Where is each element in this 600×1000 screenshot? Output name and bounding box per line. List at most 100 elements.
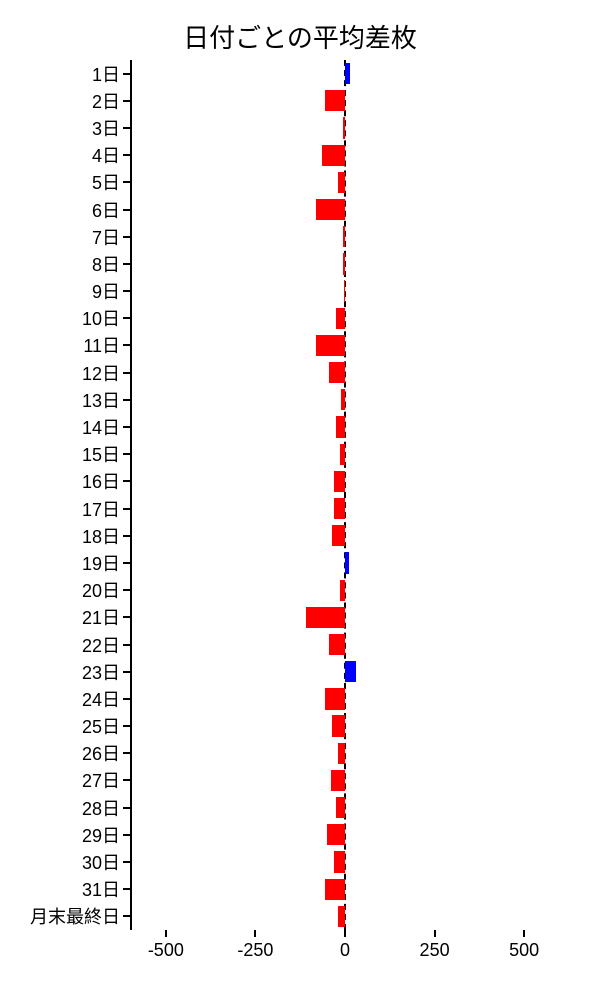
y-axis-label: 1日 bbox=[92, 61, 120, 87]
y-tick bbox=[123, 915, 130, 917]
y-axis-label: 2日 bbox=[92, 88, 120, 114]
y-tick bbox=[123, 453, 130, 455]
y-axis-label: 19日 bbox=[82, 550, 120, 576]
y-tick bbox=[123, 372, 130, 374]
y-axis-label: 15日 bbox=[82, 441, 120, 467]
bar bbox=[325, 90, 345, 111]
x-tick bbox=[254, 930, 256, 937]
y-tick bbox=[123, 399, 130, 401]
bar bbox=[325, 879, 345, 900]
y-tick bbox=[123, 100, 130, 102]
y-axis-label: 24日 bbox=[82, 686, 120, 712]
bar bbox=[338, 743, 345, 764]
bar bbox=[306, 607, 345, 628]
y-tick bbox=[123, 834, 130, 836]
y-tick bbox=[123, 807, 130, 809]
bar bbox=[332, 525, 345, 546]
y-axis-label: 18日 bbox=[82, 523, 120, 549]
y-tick bbox=[123, 698, 130, 700]
x-tick bbox=[165, 930, 167, 937]
y-tick bbox=[123, 589, 130, 591]
bar bbox=[325, 688, 345, 709]
bar bbox=[322, 145, 345, 166]
bar bbox=[338, 172, 345, 193]
x-axis-label: 250 bbox=[420, 940, 450, 961]
bar bbox=[345, 552, 349, 573]
y-axis-label: 7日 bbox=[92, 224, 120, 250]
bar bbox=[334, 851, 345, 872]
y-tick bbox=[123, 426, 130, 428]
bar bbox=[334, 498, 345, 519]
y-tick bbox=[123, 616, 130, 618]
bar bbox=[331, 770, 345, 791]
y-axis-label: 21日 bbox=[82, 604, 120, 630]
y-tick bbox=[123, 290, 130, 292]
y-axis-label: 月末最終日 bbox=[30, 903, 120, 929]
x-axis-label: -500 bbox=[148, 940, 184, 961]
x-tick bbox=[523, 930, 525, 937]
bar bbox=[344, 280, 345, 301]
bar bbox=[343, 226, 345, 247]
bar bbox=[345, 63, 350, 84]
y-axis-label: 13日 bbox=[82, 387, 120, 413]
y-axis-label: 20日 bbox=[82, 577, 120, 603]
y-axis-label: 16日 bbox=[82, 468, 120, 494]
bar bbox=[327, 824, 345, 845]
y-axis-label: 5日 bbox=[92, 169, 120, 195]
y-tick bbox=[123, 263, 130, 265]
chart-title: 日付ごとの平均差枚 bbox=[0, 0, 600, 61]
y-tick bbox=[123, 127, 130, 129]
bar bbox=[340, 580, 345, 601]
y-axis-label: 22日 bbox=[82, 632, 120, 658]
y-axis-label: 10日 bbox=[82, 305, 120, 331]
bar bbox=[332, 715, 345, 736]
y-tick bbox=[123, 317, 130, 319]
y-tick bbox=[123, 671, 130, 673]
y-tick bbox=[123, 752, 130, 754]
y-tick bbox=[123, 73, 130, 75]
plot-area: 1日2日3日4日5日6日7日8日9日10日11日12日13日14日15日16日1… bbox=[130, 60, 560, 930]
bar bbox=[336, 416, 345, 437]
y-axis-label: 29日 bbox=[82, 822, 120, 848]
y-tick bbox=[123, 154, 130, 156]
y-tick bbox=[123, 480, 130, 482]
bar bbox=[336, 308, 345, 329]
y-axis-label: 31日 bbox=[82, 876, 120, 902]
bar bbox=[316, 335, 345, 356]
y-axis-label: 25日 bbox=[82, 713, 120, 739]
y-axis-label: 26日 bbox=[82, 740, 120, 766]
y-axis-line bbox=[130, 60, 132, 930]
y-tick bbox=[123, 644, 130, 646]
x-axis-label: 0 bbox=[340, 940, 350, 961]
x-tick bbox=[344, 930, 346, 937]
y-axis-label: 4日 bbox=[92, 142, 120, 168]
y-tick bbox=[123, 888, 130, 890]
y-axis-label: 28日 bbox=[82, 795, 120, 821]
x-axis-label: -250 bbox=[237, 940, 273, 961]
y-axis-label: 17日 bbox=[82, 496, 120, 522]
y-tick bbox=[123, 535, 130, 537]
bar bbox=[340, 444, 345, 465]
y-tick bbox=[123, 562, 130, 564]
bar bbox=[343, 253, 345, 274]
y-tick bbox=[123, 344, 130, 346]
bar bbox=[316, 199, 345, 220]
y-tick bbox=[123, 779, 130, 781]
y-axis-label: 23日 bbox=[82, 659, 120, 685]
y-tick bbox=[123, 861, 130, 863]
bar bbox=[343, 117, 345, 138]
x-tick bbox=[434, 930, 436, 937]
y-axis-label: 12日 bbox=[82, 360, 120, 386]
bar bbox=[329, 362, 345, 383]
chart-container: 日付ごとの平均差枚 1日2日3日4日5日6日7日8日9日10日11日12日13日… bbox=[0, 0, 600, 1000]
y-tick bbox=[123, 725, 130, 727]
bar bbox=[336, 797, 345, 818]
bar bbox=[334, 471, 345, 492]
y-tick bbox=[123, 181, 130, 183]
y-axis-label: 14日 bbox=[82, 414, 120, 440]
y-tick bbox=[123, 236, 130, 238]
bar bbox=[329, 634, 345, 655]
bar bbox=[345, 661, 356, 682]
bar bbox=[341, 389, 345, 410]
y-tick bbox=[123, 209, 130, 211]
